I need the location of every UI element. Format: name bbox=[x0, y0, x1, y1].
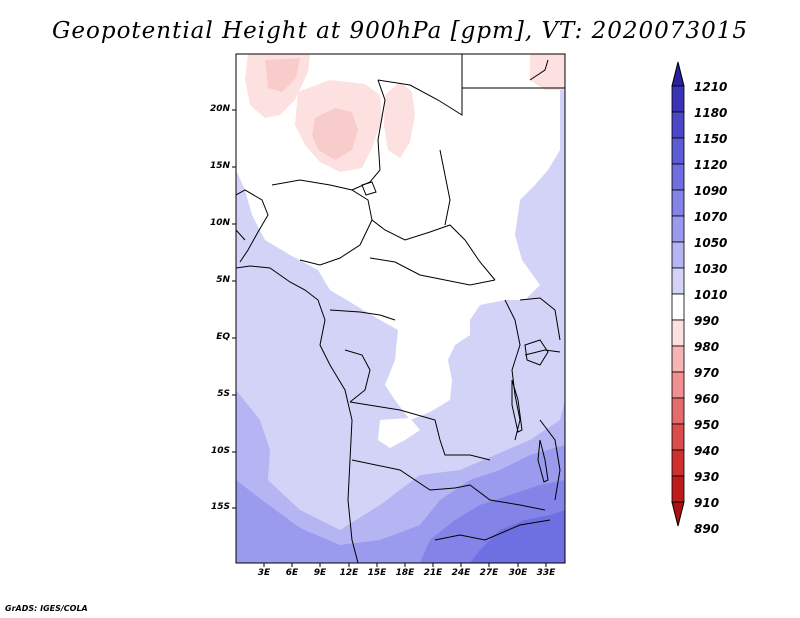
colorbar-swatch bbox=[671, 345, 685, 373]
colorbar-swatch bbox=[671, 293, 685, 321]
colorbar-label-1150: 1150 bbox=[694, 132, 728, 146]
lat-label-eq: EQ bbox=[216, 332, 230, 342]
colorbar-swatch bbox=[671, 241, 685, 269]
colorbar-label-1070: 1070 bbox=[694, 210, 728, 224]
colorbar-label-1090: 1090 bbox=[694, 184, 728, 198]
colorbar-label-930: 930 bbox=[694, 470, 720, 484]
lake-tanganyika bbox=[511, 379, 523, 433]
colorbar-swatch bbox=[671, 319, 685, 347]
lake-victoria bbox=[524, 339, 549, 366]
colorbar-label-890: 890 bbox=[694, 522, 720, 536]
lat-label-10s: 10S bbox=[210, 446, 230, 456]
colorbar-swatch bbox=[671, 449, 685, 477]
country-boundaries bbox=[236, 54, 565, 563]
lake-chad bbox=[361, 181, 377, 196]
lon-label-33e: 33E bbox=[536, 568, 556, 578]
colorbar-label-970: 970 bbox=[694, 366, 720, 380]
lon-label-24e: 24E bbox=[451, 568, 471, 578]
colorbar-swatch bbox=[671, 397, 685, 425]
colorbar-swatch bbox=[671, 137, 685, 165]
contour-980-990-ne bbox=[384, 82, 415, 158]
colorbar-label-1050: 1050 bbox=[694, 236, 728, 250]
colorbar-label-910: 910 bbox=[694, 496, 720, 510]
colorbar-label-1180: 1180 bbox=[694, 106, 728, 120]
colorbar-top-arrow bbox=[671, 61, 685, 87]
colorbar-label-960: 960 bbox=[694, 392, 720, 406]
axis-ticks bbox=[232, 109, 547, 567]
lat-label-15n: 15N bbox=[209, 161, 230, 171]
map-title: Geopotential Height at 900hPa [gpm], VT:… bbox=[52, 18, 748, 44]
colorbar-swatch bbox=[671, 475, 685, 503]
colorbar-label-1210: 1210 bbox=[694, 80, 728, 94]
colorbar-bottom-arrow bbox=[671, 501, 685, 527]
contour-1090-1120 bbox=[470, 510, 565, 563]
lon-label-6e: 6E bbox=[285, 568, 299, 578]
lon-label-18e: 18E bbox=[395, 568, 415, 578]
lon-label-30e: 30E bbox=[508, 568, 528, 578]
contour-970-980-nw bbox=[265, 58, 300, 92]
lon-label-3e: 3E bbox=[257, 568, 271, 578]
colorbar-label-950: 950 bbox=[694, 418, 720, 432]
colorbar-swatch bbox=[671, 423, 685, 451]
colorbar-swatch bbox=[671, 85, 685, 113]
lon-label-9e: 9E bbox=[313, 568, 327, 578]
lon-label-21e: 21E bbox=[423, 568, 443, 578]
lat-label-10n: 10N bbox=[209, 218, 230, 228]
colorbar-swatch bbox=[671, 267, 685, 295]
coastline-west bbox=[236, 265, 359, 563]
colorbar-swatch bbox=[671, 163, 685, 191]
colorbar-label-1030: 1030 bbox=[694, 262, 728, 276]
colorbar-label-990: 990 bbox=[694, 314, 720, 328]
colorbar-label-980: 980 bbox=[694, 340, 720, 354]
lon-label-15e: 15E bbox=[367, 568, 387, 578]
colorbar-label-1120: 1120 bbox=[694, 158, 728, 172]
lat-label-5s: 5S bbox=[217, 389, 230, 399]
colorbar-swatch bbox=[671, 215, 685, 243]
lon-label-27e: 27E bbox=[479, 568, 499, 578]
contour-980-990-corner bbox=[530, 54, 565, 90]
lat-label-5n: 5N bbox=[216, 275, 230, 285]
colorbar-swatch bbox=[671, 189, 685, 217]
lat-label-20n: 20N bbox=[209, 104, 230, 114]
colorbar-swatch bbox=[671, 371, 685, 399]
contour-970-980 bbox=[312, 108, 358, 160]
colorbar bbox=[671, 61, 685, 527]
lake-malawi bbox=[537, 439, 549, 483]
grads-credit: GrADS: IGES/COLA bbox=[5, 604, 88, 613]
height-contour-field bbox=[236, 54, 565, 563]
lon-label-12e: 12E bbox=[339, 568, 359, 578]
contour-white-patch-sw bbox=[378, 418, 420, 448]
lat-label-15s: 15S bbox=[210, 502, 230, 512]
colorbar-label-1010: 1010 bbox=[694, 288, 728, 302]
map-frame bbox=[235, 53, 566, 564]
colorbar-label-940: 940 bbox=[694, 444, 720, 458]
colorbar-swatch bbox=[671, 111, 685, 139]
